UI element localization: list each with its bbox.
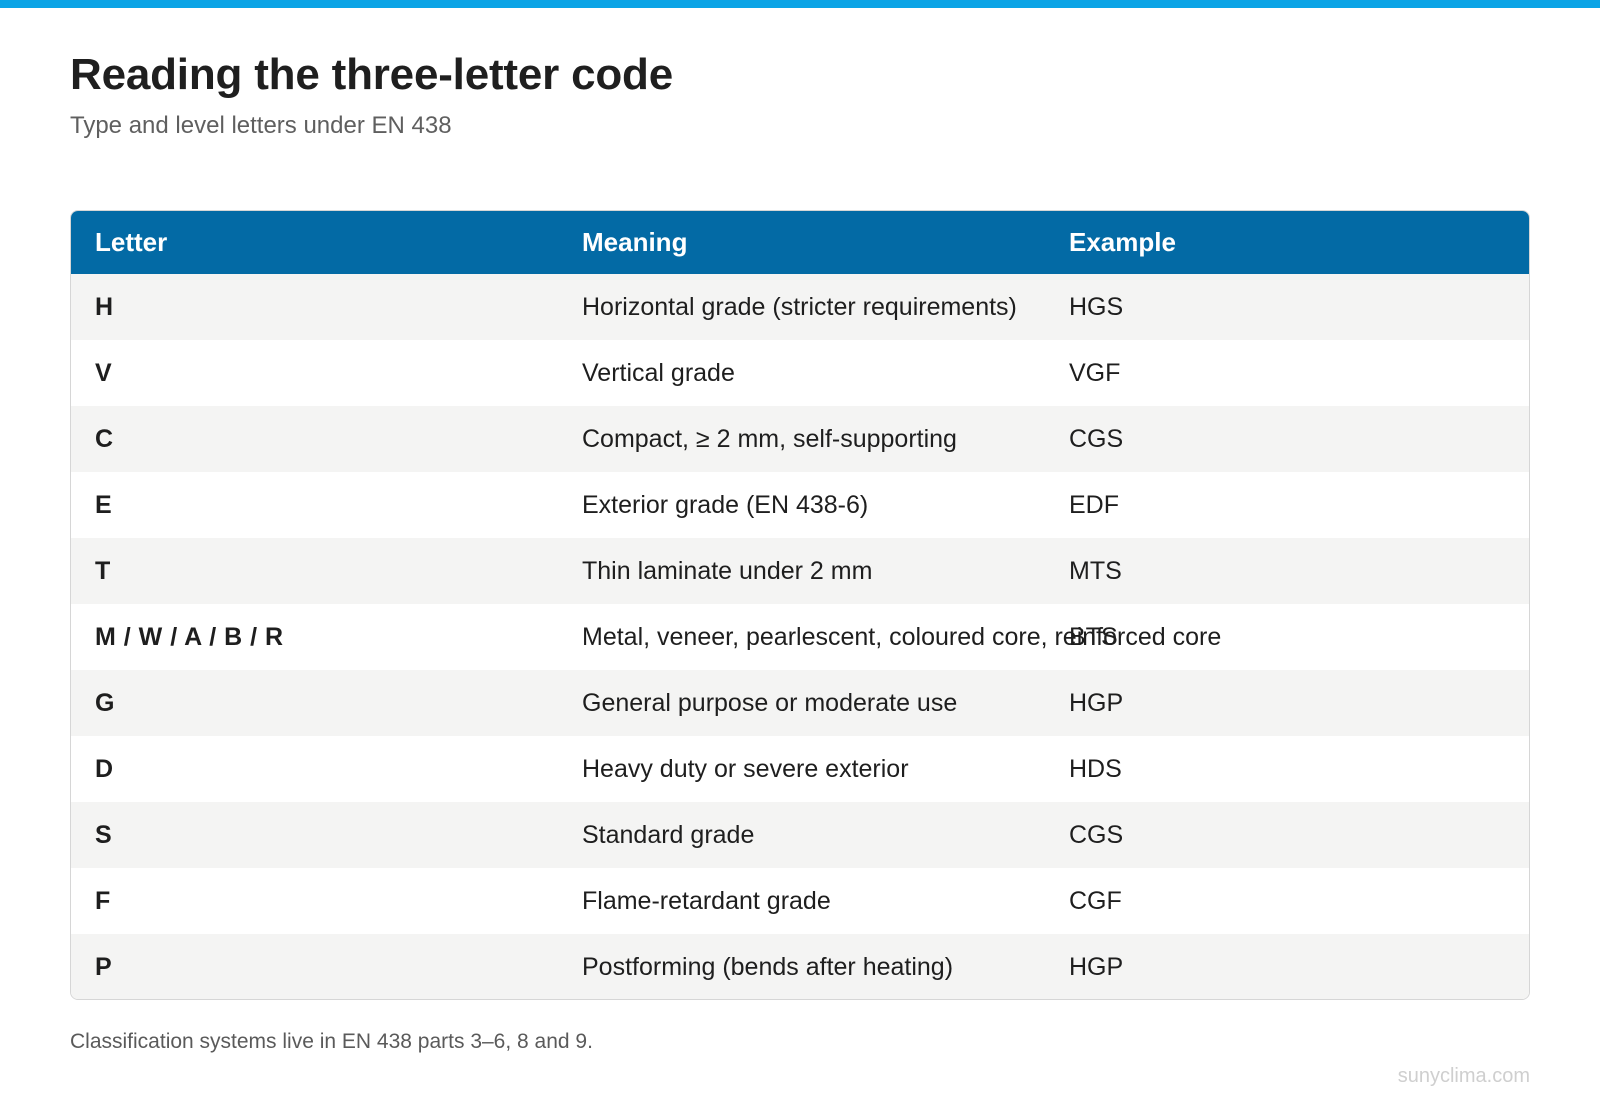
cell-example: CGS xyxy=(1069,424,1124,453)
cell-example: HGS xyxy=(1069,292,1124,321)
cell-letter: C xyxy=(95,424,114,453)
cell-letter: P xyxy=(95,952,113,981)
cell-letter: M / W / A / B / R xyxy=(95,622,284,651)
footnote: Classification systems live in EN 438 pa… xyxy=(70,1030,593,1053)
cell-meaning: Compact, ≥ 2 mm, self-supporting xyxy=(582,424,957,453)
cell-example: HGP xyxy=(1069,952,1124,981)
cell-example: VGF xyxy=(1069,358,1121,387)
cell-letter: T xyxy=(95,556,111,585)
table-row: S Standard grade CGS xyxy=(71,802,1529,868)
code-table-card: Letter Meaning Example H Horizontal grad… xyxy=(70,210,1530,1000)
cell-letter: D xyxy=(95,754,114,783)
cell-meaning: Postforming (bends after heating) xyxy=(582,952,954,981)
cell-example: CGF xyxy=(1069,886,1122,915)
cell-meaning: Vertical grade xyxy=(582,358,735,387)
code-table: Letter Meaning Example H Horizontal grad… xyxy=(71,211,1529,999)
table-row: M / W / A / B / R Metal, veneer, pearles… xyxy=(71,604,1529,670)
cell-letter: E xyxy=(95,490,113,519)
site-watermark: sunyclima.com xyxy=(1397,1065,1530,1087)
cell-letter: S xyxy=(95,820,113,849)
cell-letter: H xyxy=(95,292,114,321)
table-row: V Vertical grade VGF xyxy=(71,340,1529,406)
cell-letter: F xyxy=(95,886,111,915)
column-header-letter: Letter xyxy=(95,227,168,257)
cell-meaning: Heavy duty or severe exterior xyxy=(582,754,909,783)
cell-example: CGS xyxy=(1069,820,1124,849)
table-header-row: Letter Meaning Example xyxy=(71,211,1529,274)
table-row: H Horizontal grade (stricter requirement… xyxy=(71,274,1529,340)
column-header-meaning: Meaning xyxy=(582,227,688,257)
cell-example: HGP xyxy=(1069,688,1124,717)
cell-meaning: General purpose or moderate use xyxy=(582,688,958,717)
table-row: D Heavy duty or severe exterior HDS xyxy=(71,736,1529,802)
column-header-example: Example xyxy=(1069,227,1176,257)
cell-meaning: Metal, veneer, pearlescent, coloured cor… xyxy=(582,622,1222,651)
cell-example: BTS xyxy=(1069,622,1118,651)
table-row: G General purpose or moderate use HGP xyxy=(71,670,1529,736)
top-accent-bar xyxy=(0,0,1600,8)
cell-example: MTS xyxy=(1069,556,1122,585)
page-title: Reading the three-letter code xyxy=(70,50,673,99)
cell-meaning: Exterior grade (EN 438-6) xyxy=(582,490,869,519)
cell-meaning: Standard grade xyxy=(582,820,755,849)
table-row: C Compact, ≥ 2 mm, self-supporting CGS xyxy=(71,406,1529,472)
page-subtitle: Type and level letters under EN 438 xyxy=(70,112,452,139)
table-row: T Thin laminate under 2 mm MTS xyxy=(71,538,1529,604)
table-row: F Flame-retardant grade CGF xyxy=(71,868,1529,934)
cell-meaning: Flame-retardant grade xyxy=(582,886,831,915)
table-row: P Postforming (bends after heating) HGP xyxy=(71,934,1529,999)
cell-example: HDS xyxy=(1069,754,1122,783)
cell-meaning: Horizontal grade (stricter requirements) xyxy=(582,292,1017,321)
cell-letter: G xyxy=(95,688,115,717)
cell-example: EDF xyxy=(1069,490,1119,519)
table-row: E Exterior grade (EN 438-6) EDF xyxy=(71,472,1529,538)
cell-letter: V xyxy=(95,358,113,387)
cell-meaning: Thin laminate under 2 mm xyxy=(582,556,873,585)
